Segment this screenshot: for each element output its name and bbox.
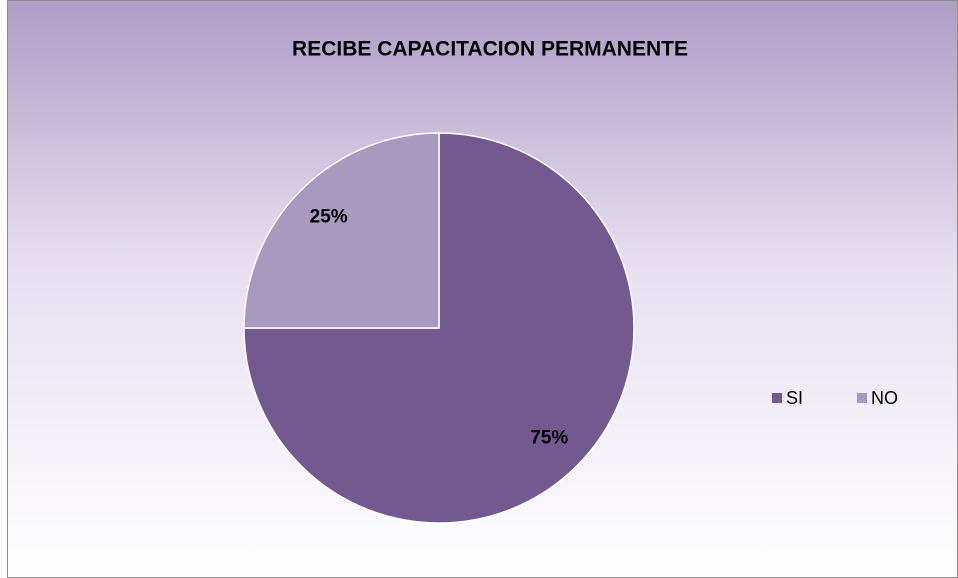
pie-slice xyxy=(243,132,440,329)
data-label: 25% xyxy=(310,207,348,228)
legend-label: SI xyxy=(786,388,803,408)
legend-swatch xyxy=(857,393,867,403)
legend-label: NO xyxy=(871,388,898,408)
pie-slice xyxy=(243,132,635,524)
legend-swatch xyxy=(772,393,782,403)
data-label: 75% xyxy=(530,427,568,448)
chart-title: RECIBE CAPACITACION PERMANENTE xyxy=(292,38,688,61)
